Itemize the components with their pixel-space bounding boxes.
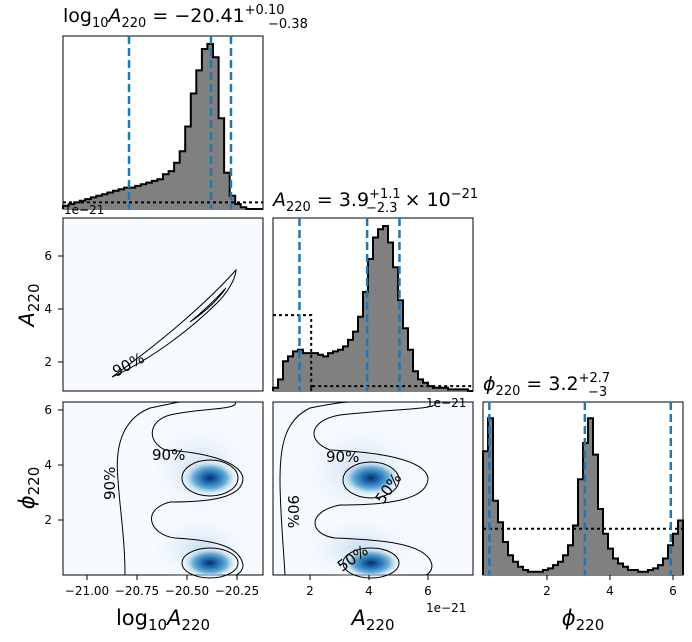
tick-label: 2: [44, 513, 52, 527]
contour-label-phi-log10A-left: 90%: [101, 467, 119, 500]
hist-log10A: [62, 35, 264, 210]
contour-label-phi-A-left: 90%: [284, 495, 302, 528]
contour-label-phi-A-90: 90%: [326, 448, 359, 466]
hist-phi: [482, 401, 684, 576]
xlabel-log10A: log10A220: [116, 606, 210, 634]
tick-label: −20.25: [215, 584, 259, 598]
xlabel-A: A220: [349, 606, 394, 634]
contours-phi-vs-A: [279, 401, 436, 579]
title-log10A: log10A220 = −20.41+0.10: [63, 3, 285, 31]
hist-A: [272, 217, 474, 392]
offset-label-hist0: 1e−21: [64, 203, 104, 217]
yticks-A: 2 4 6: [44, 249, 52, 369]
tick-label: 4: [44, 302, 52, 316]
offset-label-hist1: 1e−21: [426, 396, 466, 410]
title-phi-minus: −3: [588, 385, 607, 400]
xticks-log10A: −21.00 −20.75 −20.50 −20.25: [65, 584, 259, 598]
title-A-minus: −2.3: [366, 201, 398, 216]
tick-label: −21.00: [65, 584, 109, 598]
panel-A-vs-log10A: [62, 217, 264, 392]
density-phi-vs-log10A: [140, 415, 260, 583]
title-log10A-minus: −0.38: [268, 17, 308, 32]
tick-label: 6: [424, 584, 432, 598]
tick-marks: [58, 255, 674, 580]
ylabel-phi: ϕ220: [15, 467, 43, 510]
contour-label-phi-log10A-top: 90%: [152, 446, 185, 464]
yticks-phi: 2 4 6: [44, 403, 52, 527]
tick-label: 6: [669, 584, 677, 598]
xticks-A: 2 4 6: [306, 584, 432, 598]
density-phi-vs-A: [290, 415, 430, 583]
tick-label: 6: [44, 249, 52, 263]
tick-label: 4: [365, 584, 373, 598]
tick-label: 2: [543, 584, 551, 598]
tick-label: 6: [44, 403, 52, 417]
contours-phi-vs-log10A: [116, 401, 244, 579]
title-A: A220 = 3.9+1.1 × 10−21: [271, 187, 478, 215]
xlabel-phi: ϕ220: [562, 606, 605, 634]
tick-label: 4: [606, 584, 614, 598]
tick-label: 4: [44, 458, 52, 472]
tick-label: −20.50: [165, 584, 209, 598]
tick-label: 2: [44, 355, 52, 369]
offset-label-xaxis-A: 1e−21: [426, 601, 466, 615]
ylabel-A: A220: [15, 283, 43, 328]
tick-label: 2: [306, 584, 314, 598]
title-phi: ϕ220 = 3.2+2.7: [483, 371, 610, 399]
tick-label: −20.75: [115, 584, 159, 598]
contours-A-vs-log10A: [111, 268, 237, 378]
xticks-phi: 2 4 6: [543, 584, 677, 598]
